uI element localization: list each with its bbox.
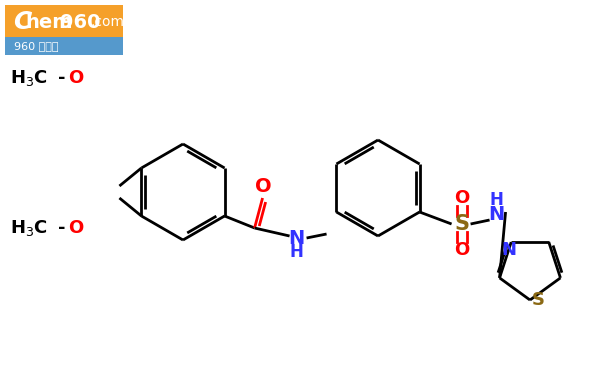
Text: hem: hem: [25, 12, 73, 32]
Text: S: S: [532, 291, 544, 309]
Text: H: H: [489, 191, 503, 209]
Text: H$_3$C: H$_3$C: [10, 68, 48, 88]
Text: S: S: [454, 214, 469, 234]
Text: -: -: [58, 219, 66, 237]
Text: 960: 960: [60, 12, 100, 32]
Text: N: N: [488, 204, 505, 224]
Text: C: C: [13, 10, 31, 34]
Text: H: H: [290, 243, 304, 261]
Text: O: O: [68, 69, 83, 87]
Text: .com: .com: [90, 15, 124, 29]
Text: O: O: [255, 177, 272, 195]
FancyBboxPatch shape: [5, 5, 123, 37]
Text: N: N: [289, 228, 305, 248]
Text: N: N: [502, 241, 517, 259]
Text: 960 化工网: 960 化工网: [14, 41, 59, 51]
Text: H$_3$C: H$_3$C: [10, 218, 48, 238]
Text: O: O: [68, 219, 83, 237]
FancyBboxPatch shape: [5, 37, 123, 55]
Text: O: O: [454, 241, 469, 259]
Text: -: -: [58, 69, 66, 87]
Text: O: O: [454, 189, 469, 207]
